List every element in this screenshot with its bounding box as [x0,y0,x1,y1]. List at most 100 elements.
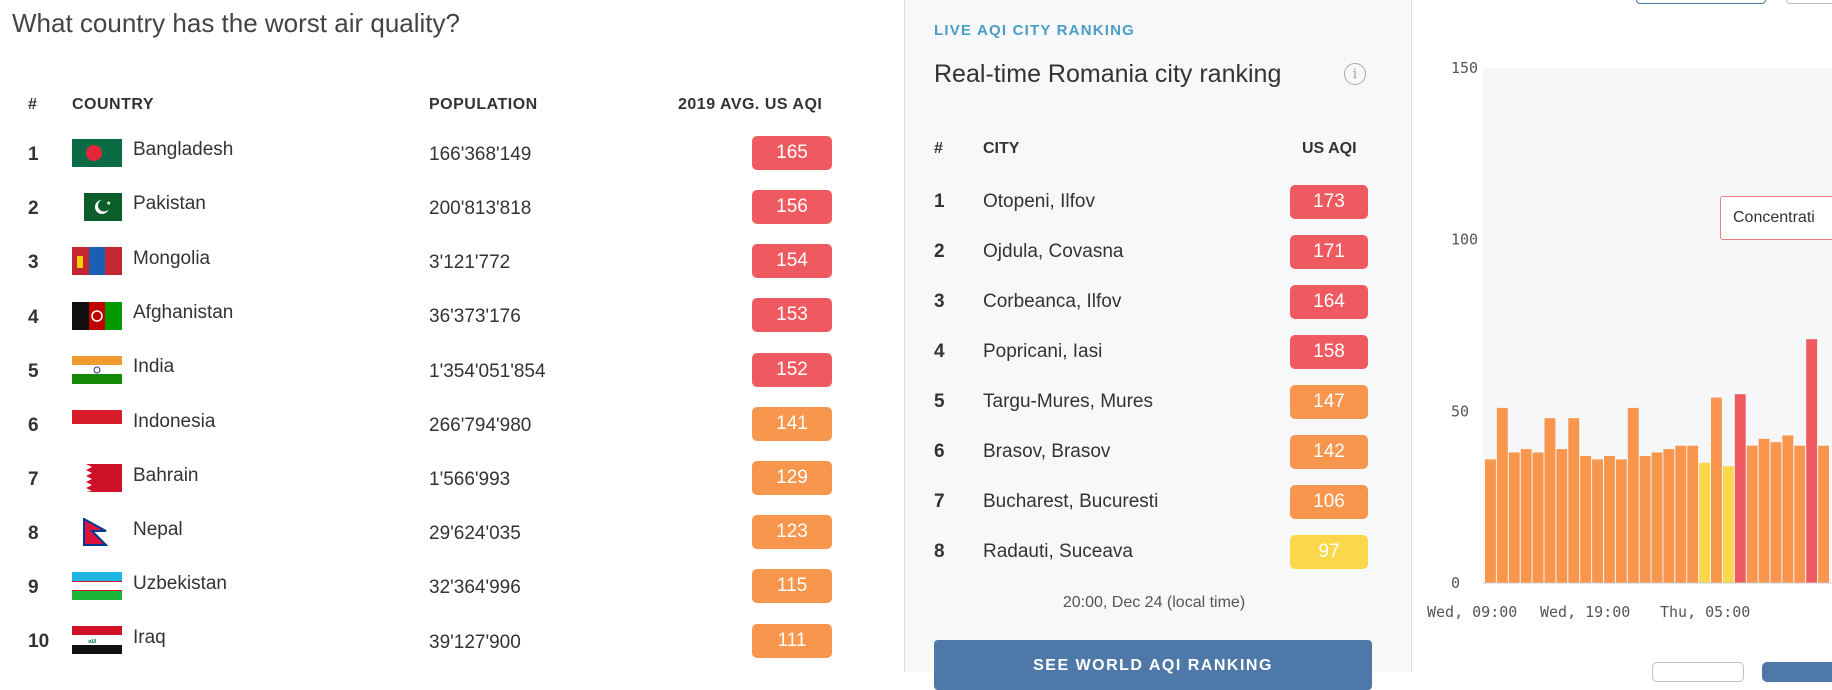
country-population: 166'368'149 [429,144,532,165]
country-name[interactable]: Bahrain [133,465,199,486]
city-rank: 6 [934,441,945,462]
country-name[interactable]: Bangladesh [133,139,234,160]
chart-bar [1508,452,1520,583]
city-aqi-badge: 164 [1290,285,1368,319]
country-rank: 2 [28,198,39,219]
country-rank: 4 [28,307,39,328]
country-name[interactable]: Pakistan [133,193,206,214]
country-name[interactable]: Indonesia [133,411,216,432]
chart-x-tick-label: Wed, 09:00 [1427,603,1517,620]
city-aqi-badge: 173 [1290,185,1368,219]
country-rank: 9 [28,577,39,598]
chart-bar [1485,459,1496,583]
chart-y-tick-label: 0 [1451,574,1460,592]
city-name[interactable]: Ojdula, Covasna [983,241,1124,262]
afghanistan-flag-icon [72,302,122,330]
chart-y-tick-label: 150 [1451,59,1478,77]
country-name[interactable]: Uzbekistan [133,573,227,594]
nepal-flag-icon [83,518,109,546]
aqi-badge: 152 [752,353,832,387]
chart-bottom-button-primary[interactable] [1762,662,1832,682]
city-aqi-badge: 158 [1290,335,1368,369]
city-name[interactable]: Popricani, Iasi [983,341,1103,362]
city-rank: 8 [934,541,945,562]
city-name[interactable]: Otopeni, Ilfov [983,191,1095,212]
country-name[interactable]: Mongolia [133,248,211,269]
chart-bar [1544,418,1556,583]
city-aqi-badge: 106 [1290,485,1368,519]
chart-bar [1794,445,1806,583]
chart-bar [1806,339,1818,583]
see-world-ranking-button[interactable]: SEE WORLD AQI RANKING [934,640,1372,690]
header-population: POPULATION [429,96,538,113]
chart-bar [1711,397,1722,583]
page-question-heading: What country has the worst air quality? [12,8,460,38]
svg-text:★: ★ [106,200,111,207]
city-name[interactable]: Targu-Mures, Mures [983,391,1153,412]
chart-bar [1556,449,1568,583]
iraq-flag-icon: ﷲ [72,626,122,654]
city-aqi-badge: 97 [1290,535,1368,569]
indonesia-flag-icon [72,410,122,438]
city-rank: 4 [934,341,945,362]
aqi-badge: 123 [752,515,832,549]
city-name[interactable]: Radauti, Suceava [983,541,1133,562]
chart-bar [1615,459,1627,583]
city-name[interactable]: Bucharest, Bucuresti [983,491,1159,512]
country-rank: 10 [28,631,50,652]
aqi-badge: 111 [752,624,832,658]
country-population: 32'364'996 [429,577,521,598]
chart-y-tick-label: 50 [1451,402,1469,420]
chart-bar [1568,418,1580,583]
uzbekistan-flag-icon [72,572,122,600]
mongolia-flag-icon [72,247,122,275]
chart-bottom-button-secondary[interactable] [1652,662,1744,682]
info-icon[interactable]: i [1344,63,1366,85]
country-population: 3'121'772 [429,252,511,273]
city-aqi-badge: 171 [1290,235,1368,269]
country-rank: 8 [28,523,39,544]
city-header-city: CITY [983,140,1020,157]
chart-bar [1663,449,1675,583]
country-population: 266'794'980 [429,415,532,436]
city-aqi-badge: 142 [1290,435,1368,469]
aqi-history-chart: 0 50 100 150 Wed, 09:00 Wed, 19:00 Thu, 05:00 [1427,59,1832,620]
aqi-badge: 129 [752,461,832,495]
chart-bar [1532,452,1544,583]
header-country: COUNTRY [72,96,155,113]
chart-bar [1770,442,1782,583]
aqi-badge: 141 [752,407,832,441]
city-name[interactable]: Brasov, Brasov [983,441,1111,462]
city-name[interactable]: Corbeanca, Ilfov [983,291,1122,312]
bahrain-flag-icon [72,464,122,492]
city-rank: 2 [934,241,945,262]
panel-kicker: LIVE AQI CITY RANKING [934,22,1136,39]
city-header-rank: # [934,140,943,157]
chart-top-button-primary[interactable] [1636,0,1766,4]
country-name[interactable]: Nepal [133,519,183,540]
aqi-badge: 153 [752,298,832,332]
city-header-aqi: US AQI [1302,140,1357,157]
header-aqi: 2019 AVG. US AQI [678,96,823,113]
country-rank: 3 [28,252,39,273]
chart-bar [1818,445,1829,583]
chart-bar [1782,435,1794,583]
city-rank: 1 [934,191,945,212]
chart-x-tick-label: Thu, 05:00 [1660,603,1750,620]
chart-bar [1758,438,1770,583]
aqi-badge: 115 [752,569,832,603]
country-population: 36'373'176 [429,306,521,327]
chart-bar [1722,466,1734,583]
header-rank: # [28,96,38,113]
chart-bar [1592,459,1603,583]
country-name[interactable]: India [133,356,175,377]
country-name[interactable]: Afghanistan [133,302,234,323]
pakistan-flag-icon: ★ [72,193,122,221]
city-rank: 7 [934,491,945,512]
chart-bar [1520,449,1532,583]
country-rank: 7 [28,469,39,490]
chart-bar [1496,407,1508,583]
chart-bar [1639,456,1651,583]
country-name[interactable]: Iraq [133,627,166,648]
chart-top-button-secondary[interactable] [1786,0,1832,4]
